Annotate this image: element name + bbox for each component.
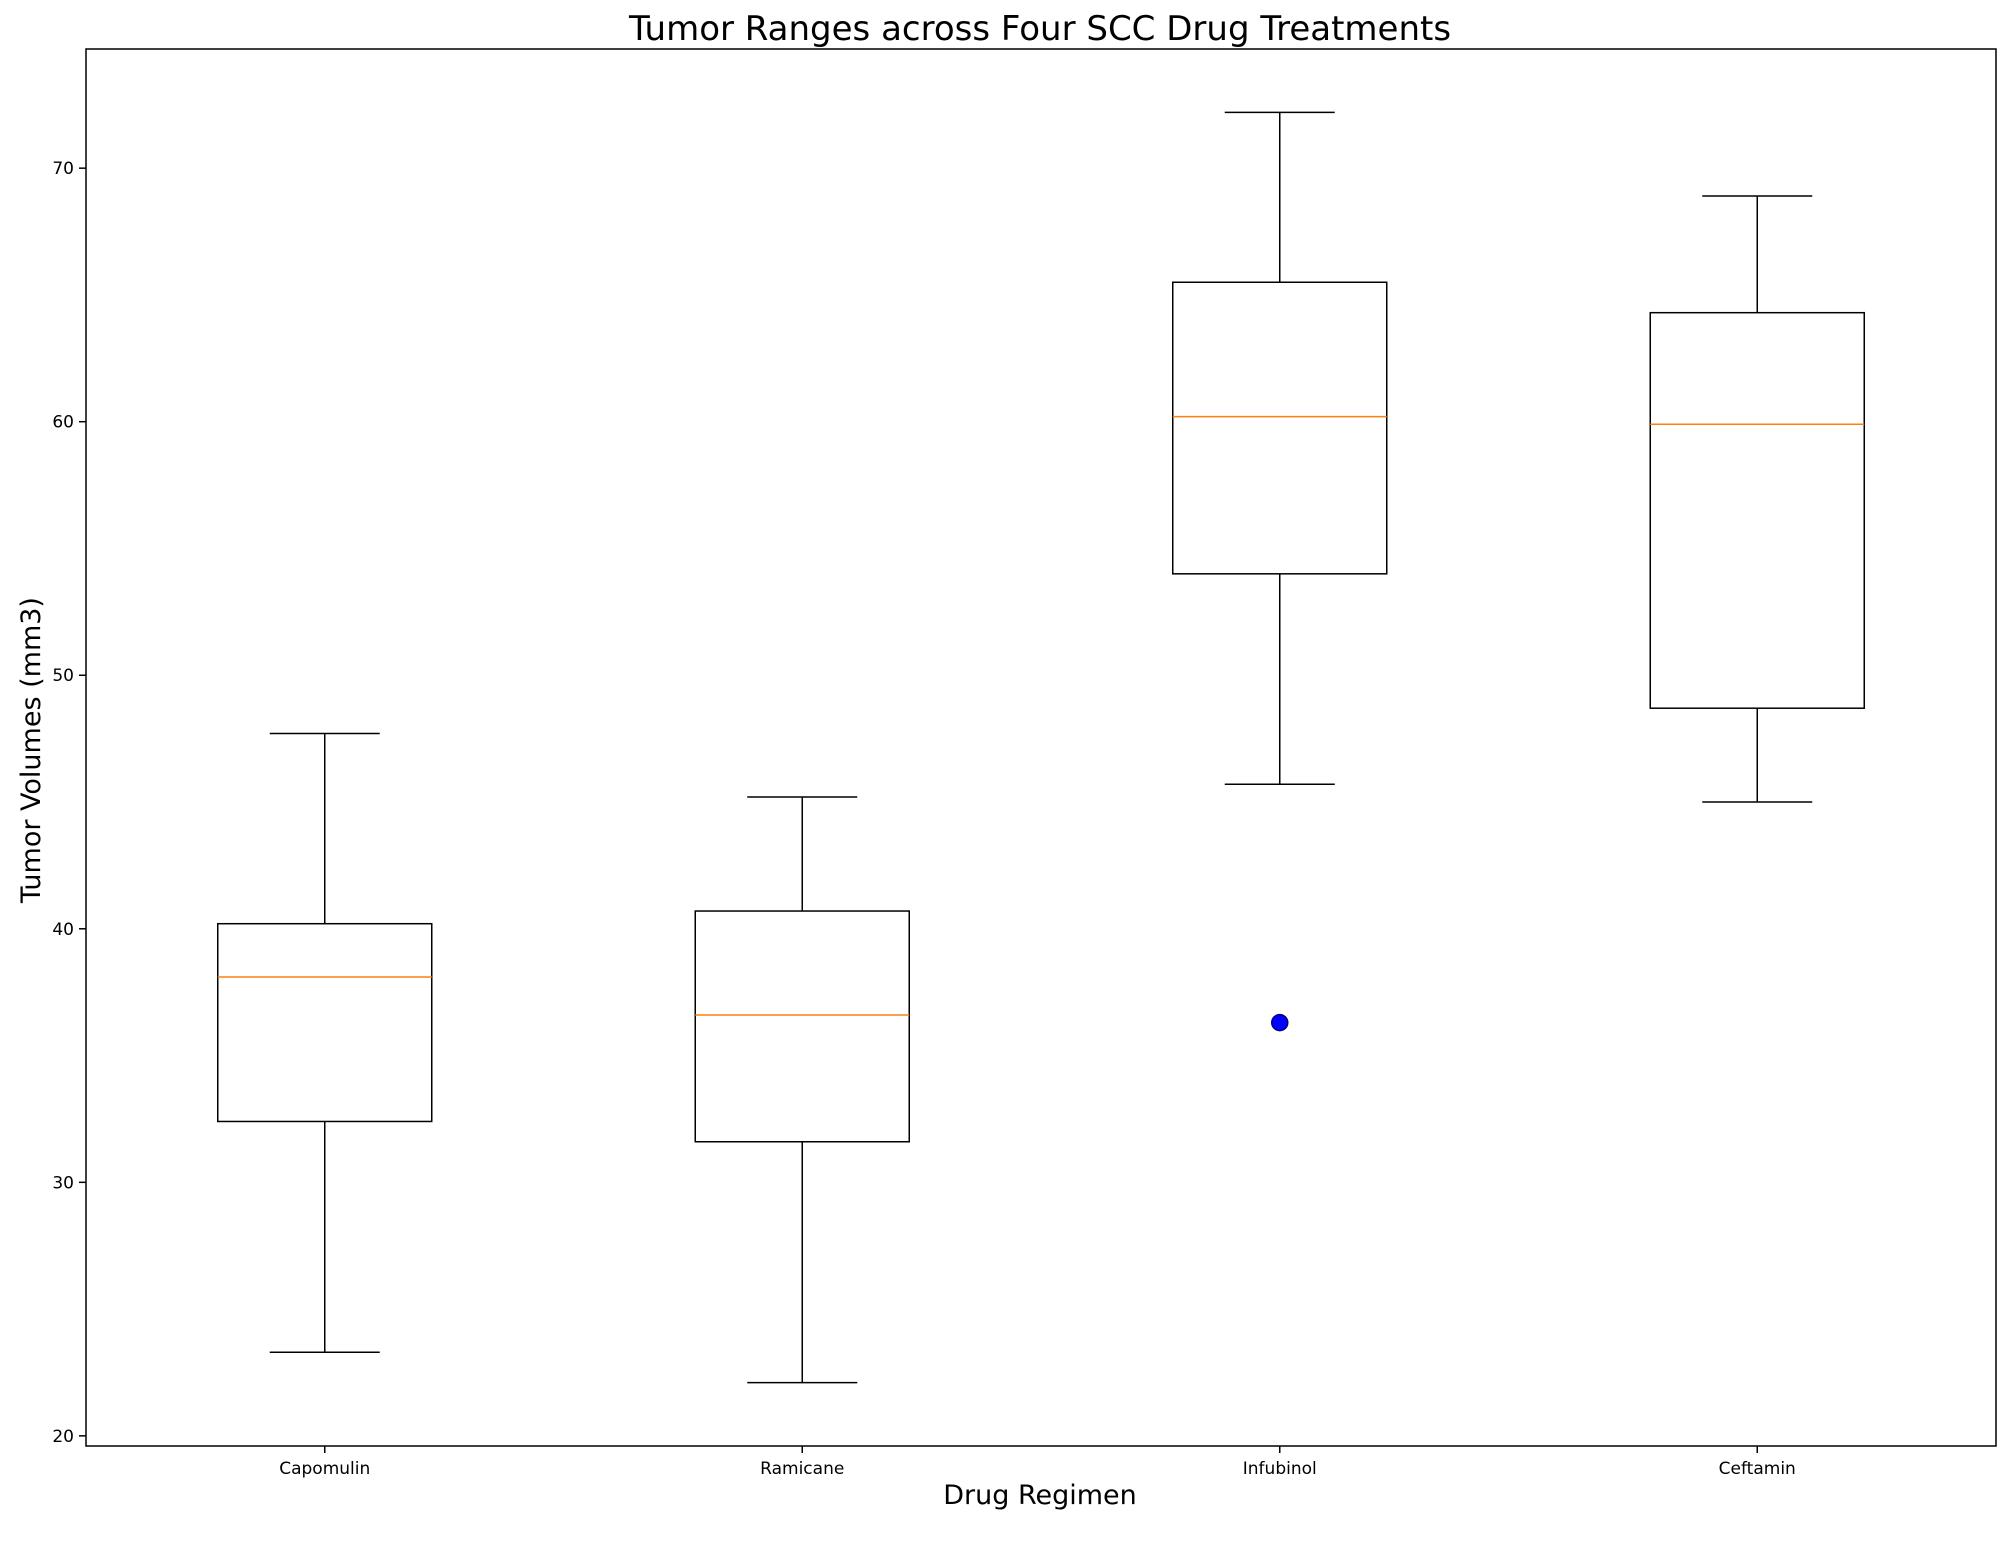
- x-tick-label: Ramicane: [760, 1459, 844, 1479]
- y-axis-label: Tumor Volumes (mm3): [16, 597, 47, 904]
- chart-title: Tumor Ranges across Four SCC Drug Treatm…: [628, 9, 1451, 49]
- y-tick-label: 40: [52, 920, 74, 940]
- y-tick-label: 20: [52, 1427, 74, 1447]
- plot-area: 20 30 40 50 60 70 Capomulin Ramicane Infubinol Ce…: [52, 48, 1997, 1479]
- x-tick-label: Infubinol: [1243, 1459, 1317, 1479]
- outlier-point: [1271, 1013, 1289, 1032]
- box-iqr: [1649, 311, 1865, 709]
- x-tick-label: Ceftamin: [1719, 1459, 1796, 1479]
- box-iqr: [694, 910, 910, 1143]
- y-tick-label: 70: [52, 159, 74, 179]
- y-tick-label: 50: [52, 666, 74, 686]
- plot-frame: [85, 48, 1997, 1447]
- y-tick-label: 30: [52, 1173, 74, 1193]
- x-tick-label: Capomulin: [279, 1459, 370, 1479]
- x-axis-label: Drug Regimen: [943, 1480, 1137, 1511]
- box-iqr: [1172, 281, 1388, 575]
- y-tick-label: 60: [52, 413, 74, 433]
- box-iqr: [217, 922, 433, 1123]
